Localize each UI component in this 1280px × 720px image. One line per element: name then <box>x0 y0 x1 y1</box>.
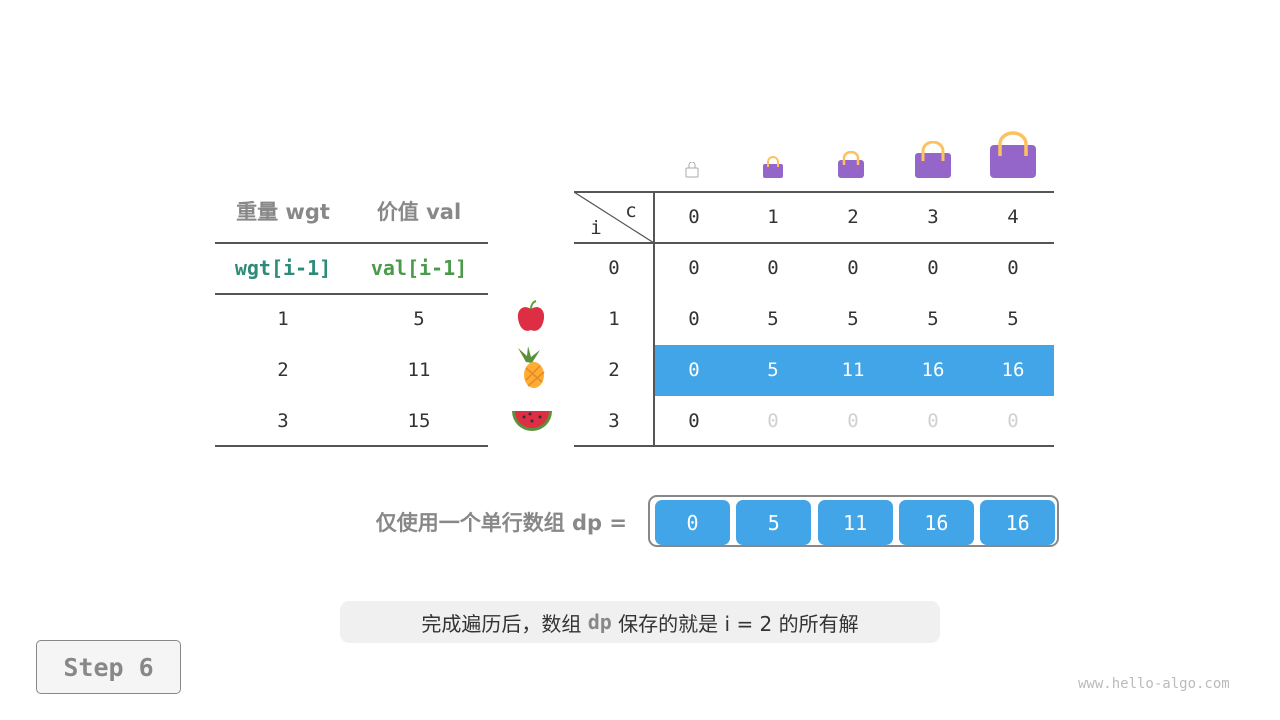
dp-cell: 0 <box>688 257 700 279</box>
value-cell: 15 <box>407 410 431 432</box>
dp-cell: 0 <box>927 257 939 279</box>
dp-array-cell: 16 <box>980 500 1056 545</box>
col-header: 4 <box>1007 206 1019 228</box>
weight-cell: 1 <box>277 308 289 330</box>
dp-cell: 5 <box>1007 308 1019 330</box>
dp-cell: 16 <box>1001 359 1025 381</box>
divider <box>653 192 655 446</box>
dp-cell: 0 <box>688 308 700 330</box>
highlight-row <box>654 345 1054 396</box>
dp-array-label: 仅使用一个单行数组 dp = <box>375 511 627 535</box>
header-weight: 重量 wgt <box>236 200 330 224</box>
bag-icon-2 <box>838 151 864 178</box>
corner-diagonal <box>574 192 654 243</box>
divider <box>215 293 488 295</box>
watermelon-icon <box>512 411 552 431</box>
apple-icon <box>517 300 545 331</box>
divider <box>574 445 1054 447</box>
dp-array-cell: 11 <box>817 500 893 545</box>
caption-code: dp <box>587 610 612 634</box>
col-header: 0 <box>688 206 700 228</box>
dp-cell: 0 <box>847 257 859 279</box>
col-header: 3 <box>927 206 939 228</box>
caption-post: 保存的就是 i = 2 的所有解 <box>611 611 859 636</box>
row-header: 1 <box>608 308 620 330</box>
dp-array-cell: 0 <box>655 500 730 545</box>
caption: 完成遍历后，数组 dp 保存的就是 i = 2 的所有解 <box>340 601 940 643</box>
corner-c: c <box>625 200 637 222</box>
dp-cell: 5 <box>767 308 779 330</box>
dp-cell: 5 <box>927 308 939 330</box>
dp-array-box <box>648 495 1059 547</box>
subheader-value: val[i-1] <box>370 256 468 280</box>
weight-cell: 2 <box>277 359 289 381</box>
col-header: 2 <box>847 206 859 228</box>
dp-array-cell: 5 <box>736 500 812 545</box>
divider <box>574 191 1054 193</box>
bag-icon-1 <box>763 156 783 178</box>
value-cell: 5 <box>413 308 425 330</box>
dp-cell: 5 <box>767 359 779 381</box>
bag-icon-3 <box>915 141 951 178</box>
dp-cell: 0 <box>927 410 939 432</box>
dp-cell: 0 <box>688 410 700 432</box>
dp-cell: 0 <box>767 257 779 279</box>
corner-i: i <box>590 217 602 239</box>
weight-cell: 3 <box>277 410 289 432</box>
dp-cell: 0 <box>1007 257 1019 279</box>
header-value: 价值 val <box>376 200 462 224</box>
caption-pre: 完成遍历后，数组 <box>421 611 588 636</box>
row-header: 2 <box>608 359 620 381</box>
pineapple-icon <box>518 346 545 388</box>
step-label: Step 6 <box>36 640 181 694</box>
dp-cell: 0 <box>847 410 859 432</box>
dp-array-cell: 16 <box>898 500 974 545</box>
bag-icon-4 <box>990 131 1036 178</box>
divider <box>215 242 488 244</box>
dp-cell: 5 <box>847 308 859 330</box>
subheader-weight: wgt[i-1] <box>234 256 332 280</box>
dp-cell: 0 <box>767 410 779 432</box>
divider <box>215 445 488 447</box>
dp-cell: 16 <box>921 359 945 381</box>
dp-cell: 11 <box>841 359 865 381</box>
col-header: 1 <box>767 206 779 228</box>
value-cell: 11 <box>407 359 431 381</box>
row-header: 0 <box>608 257 620 279</box>
row-header: 3 <box>608 410 620 432</box>
dp-cell: 0 <box>1007 410 1019 432</box>
bag-icon-0 <box>685 162 699 178</box>
dp-cell: 0 <box>688 359 700 381</box>
watermark: www.hello-algo.com <box>1078 676 1230 692</box>
divider <box>574 242 1054 244</box>
